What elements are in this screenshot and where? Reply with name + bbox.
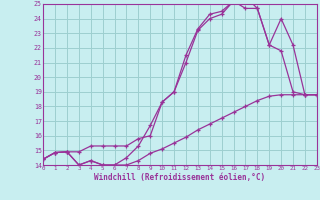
X-axis label: Windchill (Refroidissement éolien,°C): Windchill (Refroidissement éolien,°C) (94, 173, 266, 182)
